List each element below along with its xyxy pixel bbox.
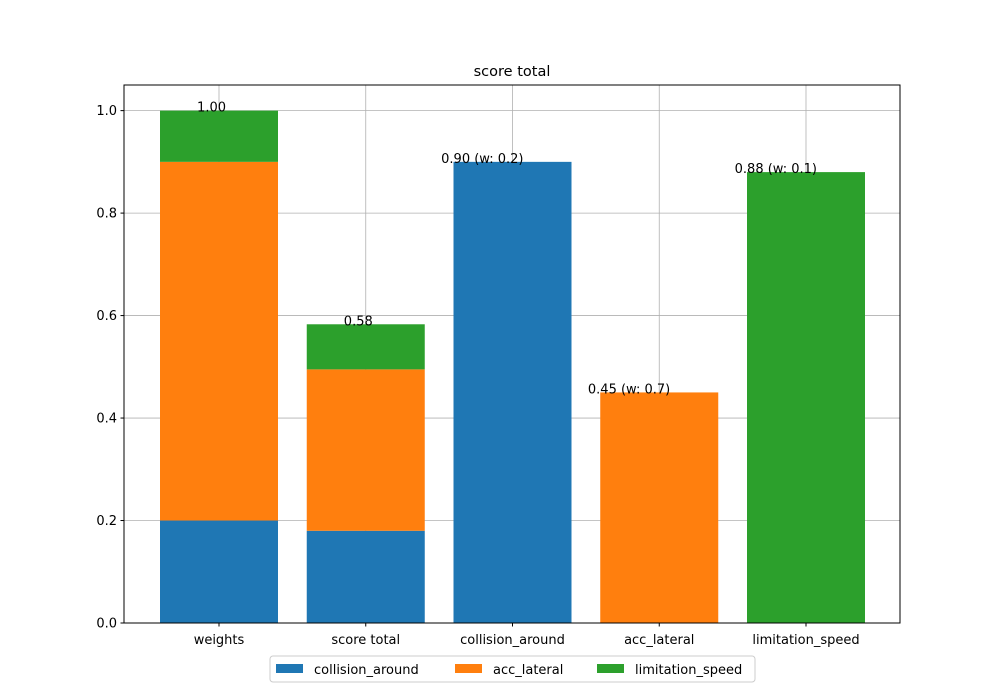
x-tick-label: weights — [194, 633, 245, 648]
data-label: 0.88 (w: 0.1) — [735, 162, 817, 177]
bar-collision-around — [160, 520, 278, 623]
bar-limitation-speed — [160, 110, 278, 162]
x-tick-label: limitation_speed — [752, 633, 859, 648]
x-tick-label: score total — [331, 633, 400, 648]
legend-swatch — [276, 664, 303, 673]
bar-acc-lateral — [306, 369, 425, 531]
bar-limitation-speed — [306, 324, 425, 370]
data-label: 0.45 (w: 0.7) — [588, 382, 670, 397]
x-tick-label: acc_lateral — [624, 633, 694, 648]
y-tick-label: 0.8 — [96, 207, 117, 222]
data-label: 0.58 — [344, 314, 373, 329]
chart-title: score total — [474, 64, 551, 80]
data-label: 0.90 (w: 0.2) — [441, 152, 523, 167]
bar-collision-around — [306, 530, 425, 623]
legend-box — [269, 655, 756, 683]
legend-label: collision_around — [314, 663, 419, 678]
bar-acc-lateral — [600, 392, 719, 623]
x-tick-label: collision_around — [460, 633, 565, 648]
data-label: 1.00 — [197, 101, 226, 116]
legend-label: limitation_speed — [635, 663, 742, 678]
legend-label: acc_lateral — [493, 663, 563, 678]
y-tick-label: 0.2 — [96, 514, 117, 529]
bar-limitation-speed — [747, 172, 865, 623]
bar-acc-lateral — [160, 161, 278, 521]
y-tick-label: 1.0 — [96, 104, 117, 119]
legend: collision_around acc_lateral limitation_sp… — [269, 655, 756, 683]
y-tick-label: 0.4 — [96, 412, 117, 427]
y-tick-label: 0.6 — [96, 309, 117, 324]
legend-swatch — [455, 664, 482, 673]
bar-collision-around — [453, 161, 572, 623]
legend-swatch — [597, 664, 624, 673]
y-tick-label: 0.0 — [96, 617, 117, 632]
